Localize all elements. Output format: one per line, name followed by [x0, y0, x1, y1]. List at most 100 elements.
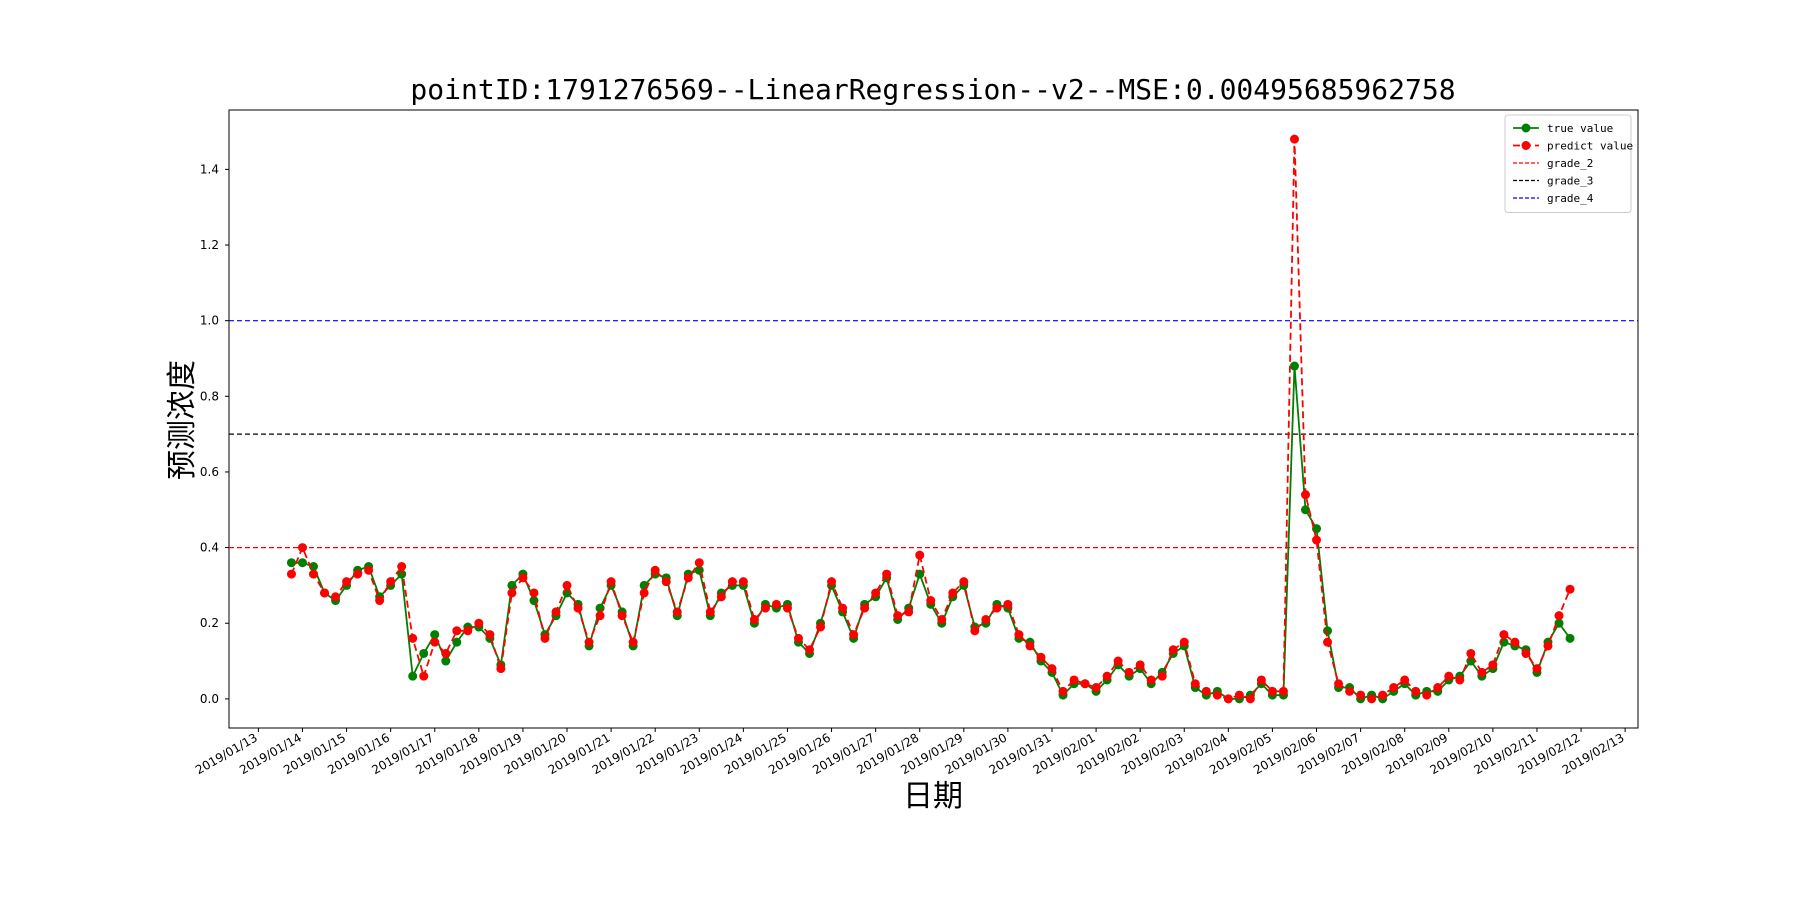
- data-point: [904, 607, 914, 617]
- data-point: [926, 596, 936, 606]
- data-point: [1356, 690, 1366, 700]
- data-point: [430, 637, 440, 647]
- data-point: [1135, 660, 1145, 670]
- data-point: [1245, 694, 1255, 704]
- data-point: [727, 577, 737, 587]
- data-point: [1334, 679, 1344, 689]
- data-point: [562, 580, 572, 590]
- data-point: [1091, 683, 1101, 693]
- data-point: [937, 614, 947, 624]
- data-point: [331, 592, 341, 602]
- data-point: [1289, 361, 1299, 371]
- data-point: [860, 603, 870, 613]
- y-tick-label: 0.2: [200, 616, 219, 630]
- data-point: [297, 543, 307, 553]
- data-point: [915, 569, 925, 579]
- data-point: [297, 558, 307, 568]
- data-point: [716, 592, 726, 602]
- data-point: [397, 562, 407, 572]
- data-point: [606, 577, 616, 587]
- data-point: [1146, 675, 1156, 685]
- data-point: [463, 626, 473, 636]
- data-point: [320, 588, 330, 598]
- data-point: [1411, 686, 1421, 696]
- data-point: [838, 603, 848, 613]
- data-point: [584, 637, 594, 647]
- data-point: [408, 633, 418, 643]
- data-point: [1312, 524, 1322, 534]
- data-point: [992, 603, 1002, 613]
- legend-label: predict value: [1547, 140, 1633, 153]
- data-point: [1466, 648, 1476, 658]
- y-tick-label: 0.6: [200, 465, 219, 479]
- y-tick-label: 0.0: [200, 692, 219, 706]
- data-point: [650, 565, 660, 575]
- y-tick-label: 1.0: [200, 314, 219, 328]
- data-point: [309, 569, 319, 579]
- legend-label: grade_3: [1547, 175, 1593, 188]
- data-point: [1190, 679, 1200, 689]
- data-point: [1477, 667, 1487, 677]
- data-point: [1378, 690, 1388, 700]
- data-point: [507, 588, 517, 598]
- data-point: [1422, 690, 1432, 700]
- data-point: [1234, 690, 1244, 700]
- legend-label: grade_4: [1547, 192, 1594, 205]
- legend-marker: [1521, 141, 1531, 150]
- data-point: [1168, 645, 1178, 655]
- data-point: [1256, 675, 1266, 685]
- series-line: [291, 365, 1571, 700]
- data-point: [1300, 490, 1310, 500]
- data-point: [452, 626, 462, 636]
- data-point: [738, 577, 748, 587]
- data-point: [1367, 694, 1377, 704]
- data-point: [1400, 675, 1410, 685]
- data-point: [309, 562, 319, 572]
- y-tick-label: 1.2: [200, 238, 219, 252]
- y-axis-label: 预测浓度: [165, 360, 200, 480]
- data-point: [771, 599, 781, 609]
- data-point: [849, 630, 859, 640]
- data-point: [1003, 599, 1013, 609]
- plot-frame: [228, 109, 1639, 729]
- data-point: [1444, 671, 1454, 681]
- data-point: [518, 573, 528, 583]
- data-point: [375, 596, 385, 606]
- data-point: [452, 637, 462, 647]
- data-point: [672, 607, 682, 617]
- data-point: [639, 588, 649, 598]
- data-point: [353, 569, 363, 579]
- data-point: [1323, 637, 1333, 647]
- data-point: [1289, 134, 1299, 144]
- data-point: [1389, 683, 1399, 693]
- data-point: [816, 622, 826, 632]
- data-point: [342, 577, 352, 587]
- data-point: [981, 614, 991, 624]
- data-point: [1212, 690, 1222, 700]
- data-point: [1069, 675, 1079, 685]
- y-tick-label: 0.8: [200, 389, 219, 403]
- data-point: [1267, 686, 1277, 696]
- data-point: [364, 565, 374, 575]
- y-tick-label: 1.4: [200, 162, 219, 176]
- y-tick-label: 0.4: [200, 541, 219, 555]
- data-point: [397, 569, 407, 579]
- data-point: [1323, 626, 1333, 636]
- data-point: [1455, 675, 1465, 685]
- data-point: [1554, 618, 1564, 628]
- data-point: [474, 618, 484, 628]
- data-point: [827, 577, 837, 587]
- data-point: [1157, 671, 1167, 681]
- data-point: [595, 611, 605, 621]
- legend-box: [1504, 114, 1632, 213]
- data-point: [948, 588, 958, 598]
- data-point: [1080, 679, 1090, 689]
- data-point: [441, 656, 451, 666]
- data-point: [1345, 686, 1355, 696]
- data-point: [1488, 660, 1498, 670]
- legend-label: true value: [1547, 122, 1613, 135]
- data-point: [1102, 671, 1112, 681]
- data-point: [1433, 683, 1443, 693]
- data-point: [419, 671, 429, 681]
- data-point: [805, 645, 815, 655]
